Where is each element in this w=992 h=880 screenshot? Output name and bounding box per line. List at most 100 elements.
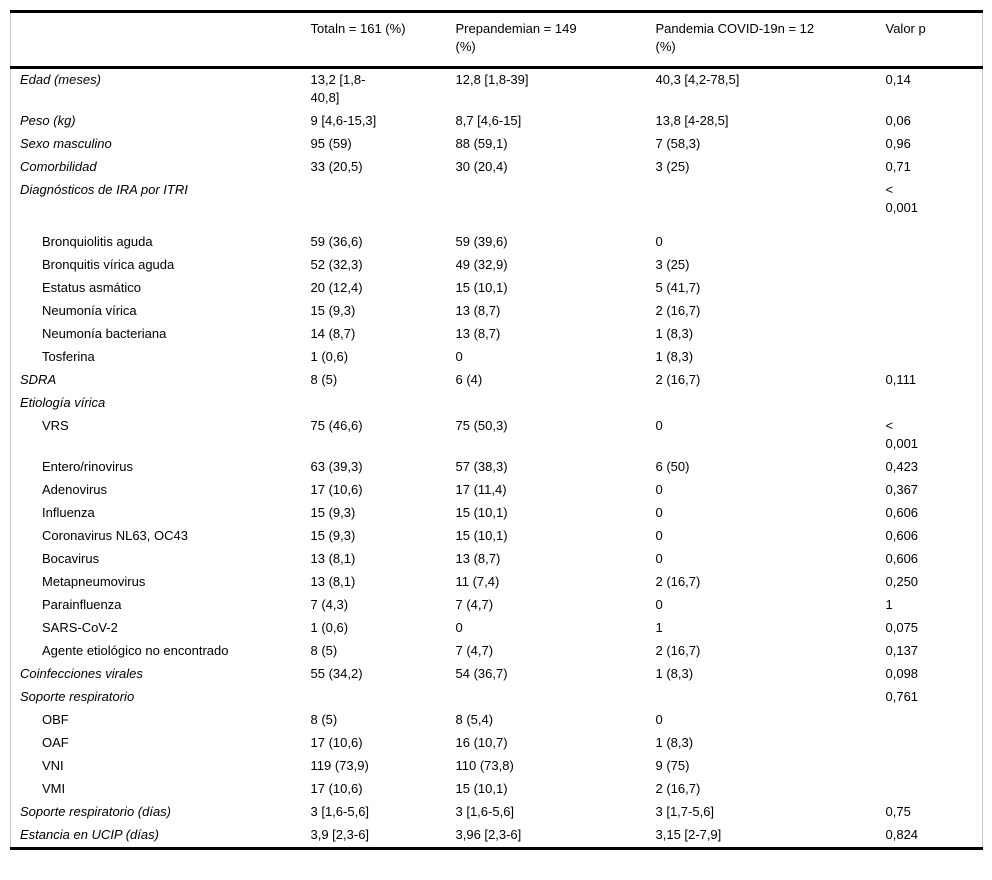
pandemic-cell: 3 (25) <box>655 257 690 272</box>
pvalue-cell: 0,250 <box>885 574 919 589</box>
total-cell: 13 (8,1) <box>310 551 356 566</box>
prepandemic-cell: 3 [1,6-5,6] <box>455 804 515 819</box>
header-row: Totaln = 161 (%) Prepandemian = 149 (%) … <box>11 12 983 68</box>
row-label-cell: Neumonía vírica <box>42 303 137 318</box>
pandemic-cell: 2 (16,7) <box>655 643 701 658</box>
prepandemic-cell: 0 <box>455 620 463 635</box>
pvalue-cell <box>886 231 983 254</box>
pvalue-cell: 0,423 <box>885 459 919 474</box>
pandemic-cell: 9 (75) <box>655 758 690 773</box>
row-label-cell: Coinfecciones virales <box>20 666 143 681</box>
row-label-cell: Neumonía bacteriana <box>42 326 167 341</box>
table-row: Sexo masculino 95 (59) 88 (59,1) 7 (58,3) 0,… <box>11 133 983 156</box>
pvalue-cell <box>886 778 983 801</box>
prepandemic-cell: 13 (8,7) <box>455 303 501 318</box>
col-header-empty <box>11 12 311 68</box>
prepandemic-cell: 17 (11,4) <box>455 482 507 497</box>
row-label-cell: VNI <box>42 758 64 773</box>
clinical-characteristics-table: Totaln = 161 (%) Prepandemian = 149 (%) … <box>10 10 983 850</box>
prepandemic-cell: 11 (7,4) <box>455 574 500 589</box>
prepandemic-cell: 15 (10,1) <box>455 280 508 295</box>
col-header-total: Totaln = 161 (%) <box>310 21 406 36</box>
prepandemic-cell: 8,7 [4,6-15] <box>455 113 522 128</box>
table-header: Totaln = 161 (%) Prepandemian = 149 (%) … <box>10 12 983 68</box>
total-cell: 95 (59) <box>310 136 352 151</box>
pvalue-cell <box>886 755 983 778</box>
pvalue-cell: 0,111 <box>885 372 917 387</box>
prepandemic-cell <box>456 179 656 231</box>
prepandemic-cell: 8 (5,4) <box>455 712 494 727</box>
table-row: Parainfluenza 7 (4,3) 7 (4,7) 0 1 <box>11 594 983 617</box>
table-row: Neumonía vírica 15 (9,3) 13 (8,7) 2 (16,7) <box>11 300 983 323</box>
prepandemic-cell: 30 (20,4) <box>455 159 508 174</box>
table-row: Coronavirus NL63, OC43 15 (9,3) 15 (10,1) 0… <box>11 525 983 548</box>
row-label-cell: VMI <box>42 781 66 796</box>
table-body: Edad (meses) 13,2 [1,8- 40,8] 12,8 [1,8-39… <box>11 68 983 849</box>
prepandemic-cell <box>456 686 656 709</box>
pvalue-cell: 0,71 <box>885 159 911 174</box>
row-label-cell: Bronquitis vírica aguda <box>42 257 175 272</box>
table-row: Coinfecciones virales 55 (34,2) 54 (36,7) 1… <box>11 663 983 686</box>
total-cell: 13 (8,1) <box>310 574 356 589</box>
row-label-cell: Metapneumovirus <box>42 574 146 589</box>
table-row: Neumonía bacteriana 14 (8,7) 13 (8,7) 1 (8,… <box>11 323 983 346</box>
pvalue-cell: 0,075 <box>885 620 919 635</box>
prepandemic-cell: 59 (39,6) <box>455 234 508 249</box>
table-row: Soporte respiratorio (días) 3 [1,6-5,6] 3 … <box>11 801 983 824</box>
prepandemic-cell: 7 (4,7) <box>455 597 494 612</box>
pvalue-cell: 0,761 <box>885 689 919 704</box>
pandemic-cell: 1 <box>655 620 663 635</box>
row-label-cell: Estancia en UCIP (días) <box>20 827 159 842</box>
table-row: Entero/rinovirus 63 (39,3) 57 (38,3) 6 (50)… <box>11 456 983 479</box>
pandemic-cell: 1 (8,3) <box>655 349 694 364</box>
row-label-cell: OAF <box>42 735 69 750</box>
prepandemic-cell: 6 (4) <box>455 372 483 387</box>
row-label-cell: Soporte respiratorio <box>20 689 135 704</box>
row-label-cell: Adenovirus <box>42 482 108 497</box>
col-header-prepandemic: Prepandemian = 149 (%) <box>455 21 577 54</box>
prepandemic-cell: 57 (38,3) <box>455 459 508 474</box>
pandemic-cell: 0 <box>655 551 663 566</box>
row-label-cell: Soporte respiratorio (días) <box>20 804 172 819</box>
total-cell: 9 [4,6-15,3] <box>310 113 377 128</box>
pvalue-cell <box>886 254 983 277</box>
total-cell: 13,2 [1,8- 40,8] <box>310 72 366 105</box>
pvalue-cell <box>886 709 983 732</box>
row-label-cell: Parainfluenza <box>42 597 122 612</box>
pandemic-cell: 0 <box>655 418 663 433</box>
table-row: VNI 119 (73,9) 110 (73,8) 9 (75) <box>11 755 983 778</box>
total-cell: 17 (10,6) <box>310 735 363 750</box>
pandemic-cell: 2 (16,7) <box>655 303 701 318</box>
row-label-cell: Etiología vírica <box>20 395 106 410</box>
pandemic-cell: 2 (16,7) <box>655 781 701 796</box>
pandemic-cell: 7 (58,3) <box>655 136 701 151</box>
pvalue-cell <box>886 392 983 415</box>
row-label-cell: Influenza <box>42 505 95 520</box>
prepandemic-cell: 88 (59,1) <box>455 136 508 151</box>
total-cell: 59 (36,6) <box>310 234 363 249</box>
row-label-cell: VRS <box>42 418 69 433</box>
total-cell: 3 [1,6-5,6] <box>310 804 370 819</box>
prepandemic-cell: 75 (50,3) <box>455 418 508 433</box>
table-row: Influenza 15 (9,3) 15 (10,1) 0 0,606 <box>11 502 983 525</box>
total-cell: 8 (5) <box>310 643 338 658</box>
table-row: Etiología vírica <box>11 392 983 415</box>
prepandemic-cell: 7 (4,7) <box>455 643 494 658</box>
total-cell: 3,9 [2,3-6] <box>310 827 370 842</box>
total-cell: 17 (10,6) <box>310 482 363 497</box>
total-cell <box>311 179 456 231</box>
total-cell: 55 (34,2) <box>310 666 363 681</box>
table-row: OBF 8 (5) 8 (5,4) 0 <box>11 709 983 732</box>
pandemic-cell: 0 <box>655 712 663 727</box>
table-row: Metapneumovirus 13 (8,1) 11 (7,4) 2 (16,7) 0… <box>11 571 983 594</box>
total-cell: 1 (0,6) <box>310 620 349 635</box>
pvalue-cell: 0,098 <box>885 666 919 681</box>
prepandemic-cell: 16 (10,7) <box>455 735 508 750</box>
row-label-cell: Tosferina <box>42 349 95 364</box>
table-row: Comorbilidad 33 (20,5) 30 (20,4) 3 (25) 0,71 <box>11 156 983 179</box>
table-row: OAF 17 (10,6) 16 (10,7) 1 (8,3) <box>11 732 983 755</box>
pandemic-cell: 0 <box>655 597 663 612</box>
row-label-cell: Sexo masculino <box>20 136 112 151</box>
row-label-cell: Diagnósticos de IRA por ITRI <box>20 182 188 197</box>
pvalue-cell <box>886 300 983 323</box>
